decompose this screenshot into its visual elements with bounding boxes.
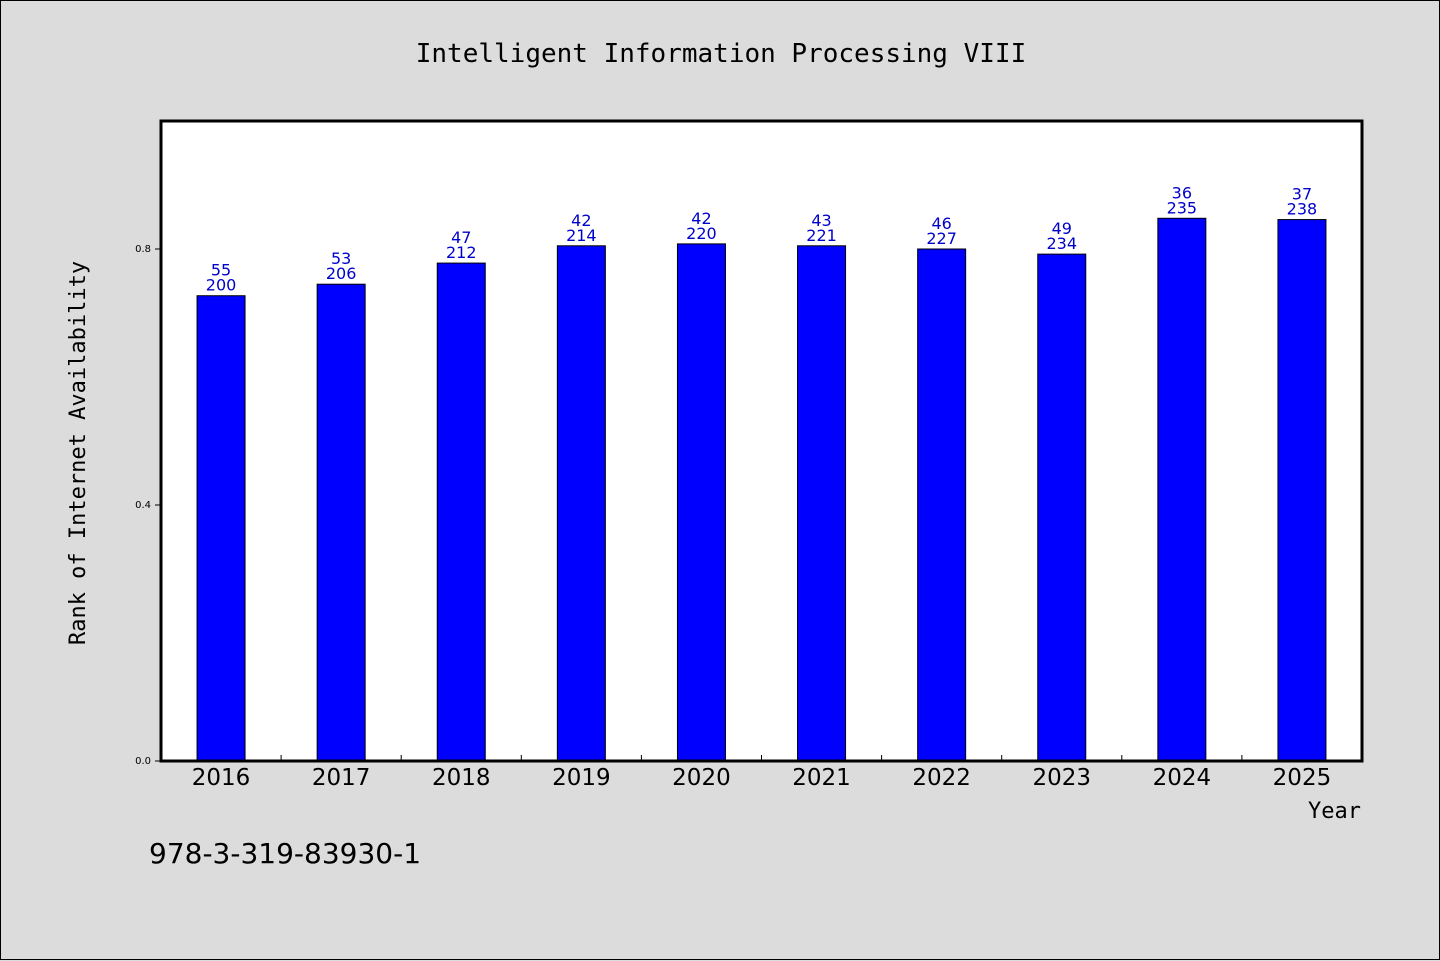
bar-2019 <box>556 245 606 762</box>
bar-2022 <box>917 248 967 762</box>
bar-2017 <box>316 283 366 762</box>
data-label-top: 49 <box>1052 219 1072 238</box>
data-label-top: 42 <box>691 209 711 228</box>
data-label-bottom: 214 <box>566 226 597 245</box>
data-label-bottom: 221 <box>806 226 837 245</box>
y-tick-label: 0.0 <box>135 756 151 767</box>
data-label-bottom: 227 <box>926 229 957 248</box>
data-label-top: 47 <box>451 228 471 247</box>
bar-2021 <box>797 245 847 762</box>
bar-2020 <box>676 243 726 762</box>
x-axis: 2016 2017 2018 2019 2020 2021 2022 2023 2024 2025 <box>192 755 1331 791</box>
x-tick-label: 2020 <box>672 765 731 791</box>
y-axis: 0.0 0.4 0.8 <box>135 244 161 767</box>
plot-border <box>159 119 1364 763</box>
data-labels-group: 5520053206472124221442220432214622749234… <box>206 183 1317 294</box>
data-label-bottom: 220 <box>686 224 717 243</box>
data-label-bottom: 200 <box>206 276 237 295</box>
x-tick-label: 2022 <box>912 765 971 791</box>
data-label-top: 36 <box>1172 183 1192 202</box>
data-label-bottom: 206 <box>326 264 357 283</box>
y-tick-label: 0.4 <box>135 500 151 511</box>
chart-title: Intelligent Information Processing VIII <box>416 39 1026 69</box>
data-label-top: 37 <box>1292 185 1312 204</box>
isbn-footnote: 978-3-319-83930-1 <box>149 837 421 870</box>
data-label-top: 53 <box>331 249 351 268</box>
x-tick-label: 2018 <box>432 765 491 791</box>
data-label-bottom: 238 <box>1287 200 1318 219</box>
y-axis-label: Rank of Internet Availability <box>66 261 91 645</box>
x-tick-label: 2017 <box>312 765 371 791</box>
bar-2024 <box>1157 217 1207 762</box>
x-tick-label: 2021 <box>792 765 851 791</box>
bar-2025 <box>1277 219 1327 762</box>
bar-2018 <box>436 262 486 762</box>
bar-2023 <box>1037 253 1087 762</box>
data-label-bottom: 212 <box>446 243 477 262</box>
bars-group <box>196 217 1327 762</box>
data-label-top: 43 <box>811 211 831 230</box>
bar-2016 <box>196 295 246 762</box>
data-label-bottom: 234 <box>1046 234 1077 253</box>
x-axis-label: Year <box>1308 799 1361 824</box>
x-tick-label: 2016 <box>192 765 251 791</box>
x-tick-label: 2019 <box>552 765 611 791</box>
y-tick-label: 0.8 <box>135 244 151 255</box>
data-label-bottom: 235 <box>1167 198 1198 217</box>
x-tick-label: 2023 <box>1032 765 1091 791</box>
x-tick-label: 2025 <box>1273 765 1332 791</box>
data-label-top: 46 <box>931 214 951 233</box>
data-label-top: 55 <box>211 261 231 280</box>
x-tick-label: 2024 <box>1153 765 1212 791</box>
data-label-top: 42 <box>571 211 591 230</box>
